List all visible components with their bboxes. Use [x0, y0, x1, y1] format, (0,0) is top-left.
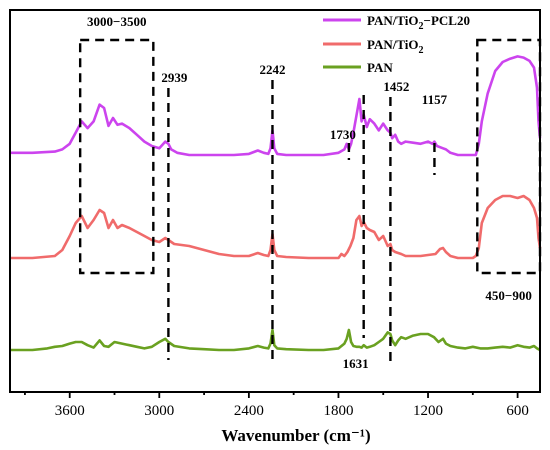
x-tick-label-3600: 3600 [55, 403, 85, 419]
legend-label-3: PAN [367, 60, 393, 75]
annotation-label-2939: 2939 [161, 70, 188, 85]
annotation-label-1: 3000−3500 [87, 14, 146, 29]
series-line-2 [10, 194, 542, 260]
legend: PAN/TiO2−PCL20 PAN/TiO2 PAN [323, 13, 470, 75]
x-axis-ticks: 3600 3000 2400 1800 1200 600 [24, 392, 529, 419]
legend-label-1: PAN/TiO2−PCL20 [367, 13, 470, 32]
x-tick-label-2400: 2400 [234, 403, 264, 419]
series-line-1 [10, 55, 542, 157]
plot-frame [9, 9, 541, 393]
annotation-label-1631: 1631 [343, 356, 369, 371]
annotation-label-1452: 1452 [383, 79, 409, 94]
annotation-label-1157: 1157 [422, 92, 448, 107]
x-tick-label-1200: 1200 [413, 403, 443, 419]
annotation-box-1 [78, 38, 155, 275]
annotation-label-2: 450−900 [485, 288, 531, 303]
annotation-layer: 3000−3500 450−900 2939 2242 1730 1631 1452 1157 [78, 14, 542, 371]
x-axis-label: Wavenumber (cm⁻¹) [221, 426, 370, 445]
annotation-label-1730: 1730 [330, 127, 356, 142]
x-tick-label-1800: 1800 [323, 403, 353, 419]
series-layer [10, 55, 542, 352]
x-tick-label-3000: 3000 [144, 403, 174, 419]
annotation-label-2242: 2242 [259, 62, 285, 77]
x-tick-label-600: 600 [506, 403, 529, 419]
legend-label-2: PAN/TiO2 [367, 37, 424, 56]
annotation-box-2 [476, 38, 542, 275]
series-line-3 [10, 328, 541, 352]
